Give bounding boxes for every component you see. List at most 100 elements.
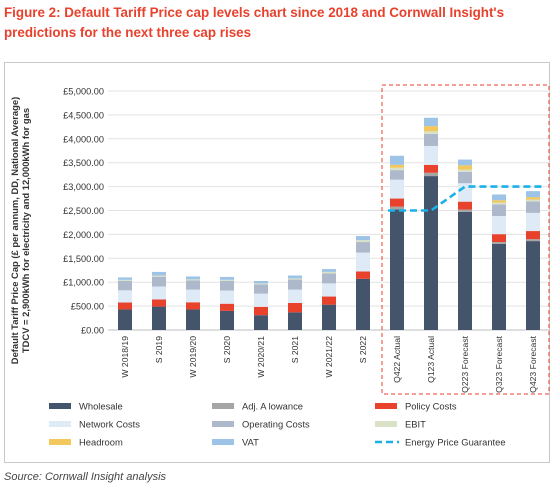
bar-segment-vat xyxy=(526,191,540,198)
legend-label: Wholesale xyxy=(79,401,123,412)
bar-stack-s-2021 xyxy=(288,275,302,330)
legend-swatch xyxy=(375,403,397,409)
bar-segment-policy-costs xyxy=(526,231,540,240)
legend-swatch xyxy=(212,439,234,445)
bar-stack-w-2021-22 xyxy=(322,269,336,330)
bar-stack-s-2019 xyxy=(152,271,166,330)
legend-label: Adj. A lowance xyxy=(242,401,303,412)
legend-item-vat: VAT xyxy=(212,437,259,448)
bar-segment-ebit xyxy=(152,275,166,277)
legend-item-ebit: EBIT xyxy=(375,419,426,430)
y-tick-label: £1,000.00 xyxy=(63,278,104,288)
bar-segment-network-costs xyxy=(390,179,404,199)
bar-segment-policy-costs xyxy=(254,306,268,316)
legend-swatch xyxy=(49,403,71,409)
bar-segment-network-costs xyxy=(526,212,540,232)
bar-segment-adj-a-lowance xyxy=(424,172,438,177)
x-tick-label: Q423 Forecast xyxy=(528,335,538,392)
bar-segment-ebit xyxy=(118,279,132,281)
x-tick-label: S 2022 xyxy=(358,336,368,363)
bar-segment-ebit xyxy=(322,271,336,274)
bar-segment-vat xyxy=(424,117,438,127)
bar-segment-wholesale xyxy=(356,278,370,330)
x-tick-label: Q223 Forecast xyxy=(460,335,470,392)
bar-segment-policy-costs xyxy=(424,164,438,173)
bar-segment-network-costs xyxy=(254,293,268,307)
legend-swatch xyxy=(375,421,397,427)
y-tick-label: £3,500.00 xyxy=(63,158,104,168)
bar-segment-wholesale xyxy=(458,211,472,330)
bar-segment-adj-a-lowance xyxy=(458,209,472,212)
bar-segment-ebit xyxy=(220,279,234,281)
bar-stack-q323-forecast xyxy=(492,194,506,330)
bar-segment-operating-costs xyxy=(390,170,404,180)
bar-segment-policy-costs xyxy=(492,234,506,243)
bar-stack-s-2020 xyxy=(220,276,234,330)
bar-segment-policy-costs xyxy=(322,296,336,305)
bar-segment-headroom xyxy=(458,165,472,170)
bar-segment-operating-costs xyxy=(254,284,268,294)
legend-item-energy-price-guarantee: Energy Price Guarantee xyxy=(375,437,506,448)
bar-segment-policy-costs xyxy=(458,201,472,210)
bar-segment-vat xyxy=(254,281,268,284)
bar-segment-ebit xyxy=(356,240,370,243)
x-tick-label: Q422 Actual xyxy=(392,336,402,383)
bar-segment-vat xyxy=(288,275,302,279)
bar-stack-q123-actual xyxy=(424,117,438,330)
figure-title: Figure 2: Default Tariff Price cap level… xyxy=(4,5,505,40)
bar-segment-ebit xyxy=(526,199,540,202)
bar-stack-s-2022 xyxy=(356,236,370,330)
bar-segment-wholesale xyxy=(526,241,540,330)
bar-segment-adj-a-lowance xyxy=(390,206,404,210)
bar-segment-operating-costs xyxy=(424,134,438,146)
x-tick-label: W 2018/19 xyxy=(120,336,130,378)
bar-segment-wholesale xyxy=(492,243,506,330)
bar-segment-network-costs xyxy=(288,289,302,303)
source-note: Source: Cornwall Insight analysis xyxy=(4,471,167,483)
bar-segment-policy-costs xyxy=(356,271,370,279)
legend-item-wholesale: Wholesale xyxy=(49,401,123,412)
legend-label: VAT xyxy=(242,437,259,448)
x-tick-label: W 2019/20 xyxy=(188,336,198,378)
bar-segment-operating-costs xyxy=(356,242,370,253)
bar-segment-wholesale xyxy=(118,309,132,330)
y-axis-label-line: TDCV = 2,900kWh for electricity and 12,0… xyxy=(20,108,31,353)
bar-segment-policy-costs xyxy=(118,302,132,310)
bar-stack-q422-actual xyxy=(390,155,404,330)
y-tick-label: £5,000.00 xyxy=(63,87,104,97)
chart-frame: £0.00 £500.00 £1,000.00 £1,500.00 £2,000.00 £… xyxy=(4,62,550,463)
bar-segment-wholesale xyxy=(424,176,438,330)
bar-stack-w-2018-19 xyxy=(118,277,132,330)
bar-segment-network-costs xyxy=(356,252,370,272)
legend-swatch xyxy=(49,421,71,427)
bar-segment-vat xyxy=(186,276,200,280)
bar-segment-network-costs xyxy=(186,289,200,303)
bar-segment-wholesale xyxy=(390,209,404,330)
bar-segment-vat xyxy=(356,236,370,241)
bar-segment-policy-costs xyxy=(288,302,302,313)
x-tick-label: Q323 Forecast xyxy=(494,335,504,392)
x-tick-label: W 2020/21 xyxy=(256,336,266,378)
bar-segment-vat xyxy=(118,277,132,280)
bar-segment-policy-costs xyxy=(220,303,234,311)
y-axis-label-line: Default Tariff Price Cap (£ per annum, D… xyxy=(9,97,20,364)
bar-segment-operating-costs xyxy=(186,280,200,290)
bar-segment-network-costs xyxy=(152,286,166,300)
bar-segment-wholesale xyxy=(322,304,336,330)
legend-label: EBIT xyxy=(405,419,426,430)
x-axis-ticks: W 2018/19 S 2019 W 2019/20 S 2020 W 2020/21 S… xyxy=(120,335,538,392)
bar-segment-operating-costs xyxy=(288,279,302,290)
bar-segment-headroom xyxy=(492,200,506,203)
y-tick-label: £2,000.00 xyxy=(63,230,104,240)
stacked-bar-chart: £0.00 £500.00 £1,000.00 £1,500.00 £2,000.00 £… xyxy=(9,84,550,448)
bar-segment-headroom xyxy=(424,126,438,132)
legend-item-headroom: Headroom xyxy=(49,437,123,448)
legend-label: Policy Costs xyxy=(405,401,457,412)
x-tick-label: S 2021 xyxy=(290,336,300,363)
bar-segment-network-costs xyxy=(424,145,438,165)
legend-swatch xyxy=(212,421,234,427)
bar-segment-operating-costs xyxy=(322,273,336,284)
bar-stack-w-2020-21 xyxy=(254,281,268,330)
bar-segment-vat xyxy=(492,194,506,201)
y-tick-label: £4,500.00 xyxy=(63,110,104,120)
